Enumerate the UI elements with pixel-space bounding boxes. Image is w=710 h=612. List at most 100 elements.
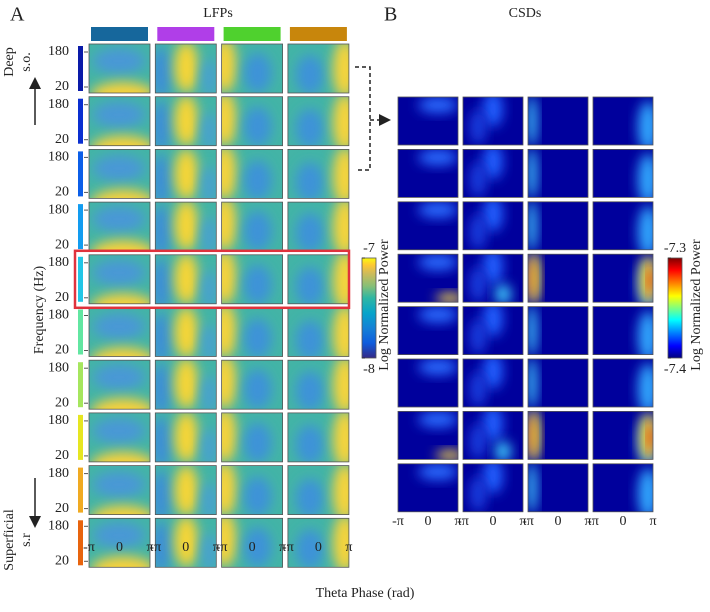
colorbar-tick-label: -8 <box>363 362 375 377</box>
heatmap-cell <box>89 44 150 93</box>
heatmap-cell <box>89 518 150 568</box>
heatmap-blob <box>93 155 145 182</box>
x-tick-label: π <box>213 540 220 555</box>
y-tick-label: 20 <box>55 79 69 94</box>
heatmap-blob <box>201 323 217 357</box>
colorbar <box>667 257 683 359</box>
heatmap-frame <box>397 201 459 251</box>
heatmap-background <box>528 306 588 355</box>
heatmap-blob <box>528 97 537 145</box>
heatmap-frame <box>154 359 217 410</box>
x-tick-label: -π <box>392 514 404 529</box>
heatmap-cell <box>287 465 349 515</box>
y-tick-label: 180 <box>48 413 69 428</box>
heatmap-frame <box>527 148 589 198</box>
heatmap-blob <box>648 266 653 295</box>
heatmap-frame <box>287 359 350 410</box>
heatmap-blob <box>243 527 272 568</box>
x-tick-label: -π <box>149 540 161 555</box>
heatmap-blob <box>243 422 272 462</box>
heatmap-blob <box>483 149 503 180</box>
heatmap-blob <box>243 369 272 410</box>
row-color-bar <box>78 362 83 408</box>
heatmap-cell <box>155 96 217 146</box>
heatmap-frame <box>462 201 524 251</box>
heatmap-cell <box>528 359 588 407</box>
heatmap-frame <box>462 148 524 198</box>
x-tick-label: π <box>454 514 461 529</box>
heatmap-cell <box>463 201 523 250</box>
heatmap-blob <box>638 467 653 512</box>
heatmap-blob <box>201 374 217 410</box>
row-color-bar <box>78 520 83 566</box>
heatmap-frame <box>462 96 524 146</box>
annotation: s.o. <box>19 52 34 71</box>
heatmap-blob <box>243 211 272 252</box>
x-tick-label: 0 <box>490 514 497 529</box>
heatmap-blob <box>243 476 272 515</box>
heatmap-cell <box>221 307 283 357</box>
heatmap-frame <box>221 517 284 568</box>
heatmap-cell <box>398 254 458 303</box>
x-tick-label: 0 <box>425 514 432 529</box>
y-tick-label: 180 <box>48 466 69 481</box>
heatmap-frame <box>154 96 217 147</box>
heatmap-blob <box>93 48 145 74</box>
y-tick-label: 20 <box>55 448 69 463</box>
heatmap-cell <box>463 306 523 355</box>
heatmap-blob <box>295 478 324 515</box>
heatmap-frame <box>527 306 589 356</box>
heatmap-cell <box>593 201 653 250</box>
heatmap-frame <box>88 412 151 463</box>
heatmap-blob <box>243 318 272 357</box>
heatmap-blob <box>91 451 150 462</box>
heatmap-frame <box>88 96 151 147</box>
heatmap-cell <box>89 149 150 199</box>
row-color-bar <box>78 204 83 250</box>
heatmap-cell <box>221 44 283 93</box>
x-tick-label: π <box>584 514 591 529</box>
heatmap-blob <box>332 307 349 357</box>
heatmap-blob <box>221 412 237 462</box>
heatmap-blob <box>155 47 172 93</box>
heatmap-blob <box>495 284 511 303</box>
heatmap-cell <box>463 463 523 512</box>
heatmap-blob <box>332 465 349 515</box>
heatmap-blob <box>91 398 150 410</box>
heatmap-cell <box>221 518 283 568</box>
heatmap-blob <box>332 518 349 568</box>
y-tick-label: 180 <box>48 150 69 165</box>
heatmap-blob <box>243 106 272 146</box>
x-tick-label: π <box>279 540 286 555</box>
heatmap-frame <box>592 410 654 460</box>
heatmap-blob <box>418 359 458 375</box>
heatmap-blob <box>638 310 653 355</box>
heatmap-blob <box>201 58 217 93</box>
heatmap-cell <box>287 44 349 93</box>
heatmap-blob <box>201 481 217 515</box>
heatmap-blob <box>174 202 199 252</box>
y-tick-label: 20 <box>55 290 69 305</box>
heatmap-frame <box>221 43 284 94</box>
heatmap-cell <box>287 307 349 357</box>
colorbar-tick-label: -7.4 <box>664 362 686 377</box>
heatmap-blob <box>295 213 324 252</box>
heatmap-blob <box>91 240 150 252</box>
column-color-bar <box>157 27 215 41</box>
heatmap-frame <box>287 43 350 94</box>
y-tick-label: 180 <box>48 44 69 59</box>
heatmap-blob <box>91 82 150 93</box>
heatmap-frame <box>527 253 589 303</box>
heatmap-blob <box>91 293 150 304</box>
heatmap-frame <box>154 465 217 516</box>
heatmap-cell <box>528 201 588 250</box>
heatmap-cell <box>89 96 150 146</box>
heatmap-blob <box>528 463 537 512</box>
heatmap-blob <box>470 318 486 355</box>
heatmap-blob <box>530 411 540 460</box>
heatmap-background <box>528 97 588 145</box>
heatmap-blob <box>243 160 272 199</box>
x-tick-label: -π <box>522 514 534 529</box>
x-tick-label: -π <box>587 514 599 529</box>
